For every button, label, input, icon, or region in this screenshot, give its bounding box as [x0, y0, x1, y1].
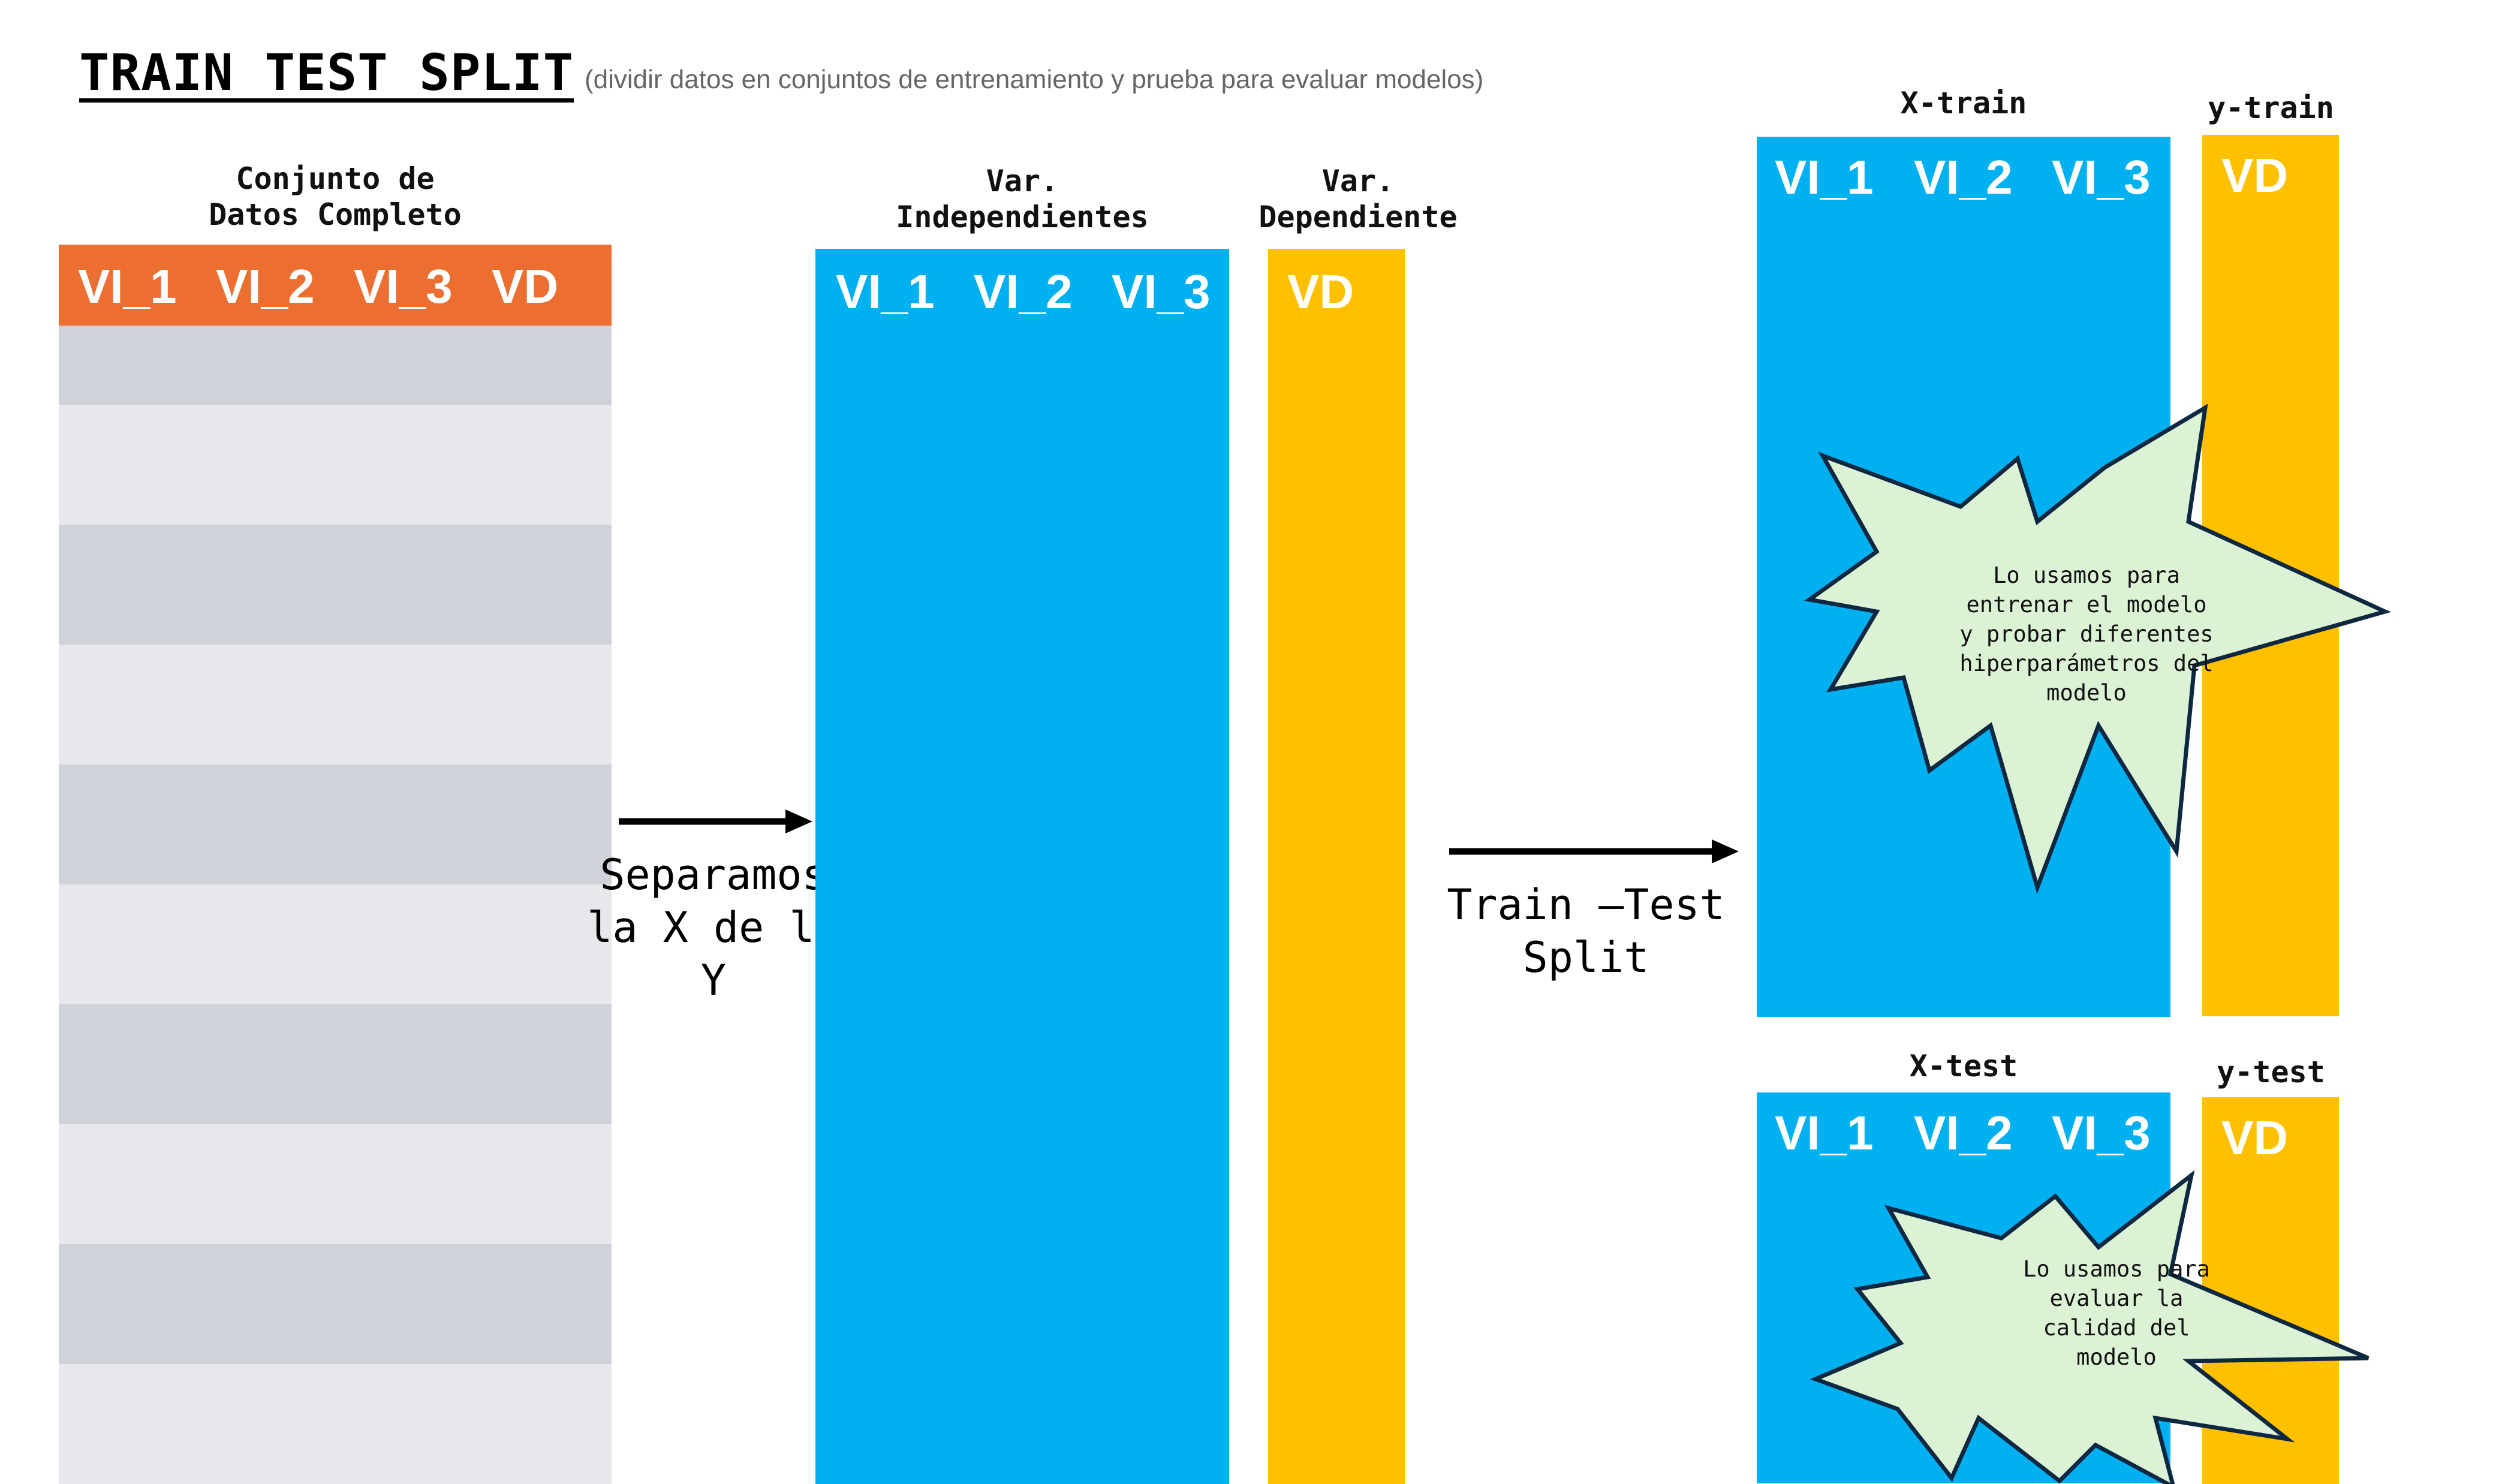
dependent-block: VD — [1268, 249, 1405, 1484]
train-note-line3: y probar diferentes — [1959, 621, 2214, 647]
independent-label: Var. Independientes — [815, 163, 1229, 235]
test-note-line4: modelo — [2076, 1344, 2157, 1370]
full-dataset-col-vi2: VI_2 — [216, 260, 315, 313]
train-note: Lo usamos para entrenar el modelo y prob… — [1931, 561, 2242, 708]
separate-label-line2: la X de la — [587, 903, 840, 952]
train-note-line1: Lo usamos para — [1993, 562, 2180, 588]
x-test-label: X-test — [1909, 1049, 2018, 1083]
independent-label-line1: Var. — [986, 164, 1059, 198]
independent-col-vi3: VI_3 — [1112, 265, 1211, 318]
y-train-label: y-train — [2208, 91, 2334, 125]
test-note-line2: evaluar la — [2049, 1286, 2184, 1311]
table-row — [59, 326, 612, 405]
page-subtitle: (dividir datos en conjuntos de entrenami… — [585, 65, 1484, 94]
separate-label-line3: Y — [700, 956, 727, 1005]
independent-label-line2: Independientes — [896, 200, 1149, 234]
y-test-col-vd: VD — [2221, 1111, 2289, 1164]
split-label-line2: Split — [1522, 933, 1649, 982]
table-row — [59, 764, 612, 884]
train-note-line4: hiperparámetros del — [1959, 651, 2214, 676]
page-title: TRAIN TEST SPLIT — [79, 43, 574, 102]
x-train-col-vi1: VI_1 — [1775, 150, 1874, 204]
dependent-label: Var. Dependiente — [1229, 163, 1487, 235]
dependent-col-vd: VD — [1287, 265, 1354, 318]
independent-block: VI_1 VI_2 VI_3 — [815, 249, 1229, 1484]
table-row — [59, 1004, 612, 1124]
full-dataset-col-vi3: VI_3 — [354, 260, 453, 313]
full-dataset-label: Conjunto de Datos Completo — [59, 161, 612, 233]
table-row — [59, 1124, 612, 1244]
split-arrow-icon — [1449, 839, 1739, 863]
full-dataset-rows — [59, 326, 612, 1484]
x-test-col-vi2: VI_2 — [1914, 1106, 2013, 1160]
x-test-col-vi3: VI_3 — [2052, 1106, 2151, 1160]
full-dataset-label-line1: Conjunto de — [236, 161, 435, 196]
separate-arrow-icon — [619, 809, 812, 833]
table-row — [59, 1364, 612, 1484]
independent-col-vi2: VI_2 — [974, 265, 1073, 318]
y-test-label: y-test — [2217, 1055, 2325, 1089]
x-test-col-vi1: VI_1 — [1775, 1106, 1874, 1160]
table-row — [59, 1244, 612, 1364]
test-note-line3: calidad del — [2043, 1315, 2190, 1341]
split-label-line1: Train –Test — [1447, 880, 1725, 929]
train-note-line2: entrenar el modelo — [1966, 592, 2207, 618]
independent-col-vi1: VI_1 — [836, 265, 935, 318]
train-note-line5: modelo — [2046, 680, 2127, 706]
dependent-label-line1: Var. — [1321, 164, 1395, 198]
y-train-col-vd: VD — [2221, 149, 2289, 202]
x-train-label: X-train — [1900, 86, 2027, 121]
separate-arrow-label: Separamos la X de la Y — [570, 848, 857, 1007]
full-dataset-label-line2: Datos Completo — [209, 197, 462, 232]
test-note: Lo usamos para evaluar la calidad del mo… — [1967, 1254, 2266, 1372]
table-row — [59, 405, 612, 525]
full-dataset-col-vd: VD — [492, 260, 559, 313]
separate-label-line1: Separamos — [600, 850, 827, 899]
full-dataset-header: VI_1 VI_2 VI_3 VD — [59, 245, 612, 326]
table-row — [59, 525, 612, 645]
full-dataset-col-vi1: VI_1 — [78, 260, 177, 313]
test-note-line1: Lo usamos para — [2023, 1256, 2210, 1282]
x-train-col-vi2: VI_2 — [1914, 150, 2013, 204]
split-arrow-label: Train –Test Split — [1427, 878, 1745, 984]
dependent-label-line2: Dependiente — [1258, 200, 1458, 234]
x-train-col-vi3: VI_3 — [2052, 150, 2151, 204]
table-row — [59, 884, 612, 1004]
table-row — [59, 645, 612, 764]
